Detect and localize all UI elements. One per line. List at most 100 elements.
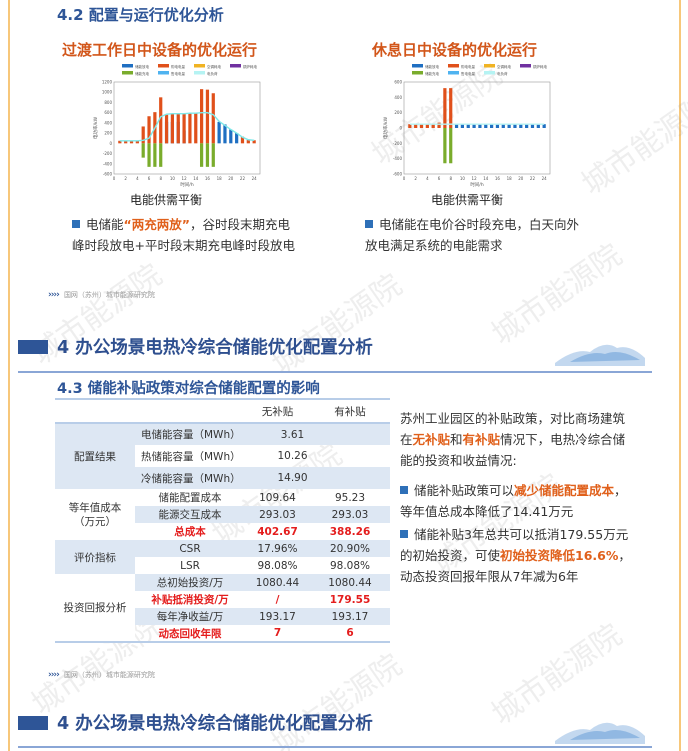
y-tick-label: -200 [103, 151, 113, 156]
row-label: 冷储能容量（MWh） [135, 467, 245, 489]
y-tick-label: 600 [104, 110, 112, 115]
row-value: 10.26 [277, 450, 308, 462]
table-row: 补贴抵消投资/万 / 179.55 [55, 591, 390, 608]
y-tick-label: 200 [104, 131, 112, 136]
legend-label: 储能充电 [135, 71, 149, 76]
bar-购电电量 [159, 97, 163, 144]
footer-text: 国网（苏州）城市能源研究院 [63, 291, 155, 299]
bar-储能放电 [495, 124, 500, 128]
bar-购电电量 [246, 139, 250, 144]
x-tick-label: 22 [240, 176, 246, 181]
cell-no-subsidy: 7 [273, 627, 282, 639]
plot-frame [113, 81, 261, 175]
bullet-text: ，动态投资回报年限从7年减为6年 [400, 548, 631, 584]
x-tick-label: 2 [414, 176, 417, 181]
y-tick-label: -400 [393, 156, 403, 161]
legend-swatch [448, 71, 459, 75]
row-label: 总初始投资/万 [135, 574, 245, 591]
cell-no-subsidy: 1080.44 [245, 574, 310, 591]
cell-with-subsidy: 293.03 [331, 508, 369, 521]
mountain-decoration-icon [555, 344, 645, 366]
legend-swatch [448, 64, 459, 68]
chevrons-icon: ›››› [48, 670, 60, 680]
x-tick-label: 10 [460, 176, 466, 181]
subsidy-bullet-2: 储能补贴3年总共可以抵消179.55万元的初始投资，可使初始投资降低16.6%，… [400, 524, 632, 587]
section-4-title-repeat: 4 办公场景电热冷综合储能优化配置分析 [57, 714, 373, 734]
bar-储能放电 [466, 124, 470, 128]
x-tick-label: 16 [495, 176, 501, 181]
bullet-square-icon [400, 486, 408, 494]
chart-right-caption: 电能供需平衡 [431, 193, 504, 207]
bar-储能充电 [153, 143, 157, 167]
bar-储能充电 [205, 143, 210, 167]
y-tick-label: -600 [393, 172, 403, 177]
bar-购电电量 [182, 113, 186, 144]
bullet-text: 储能补贴3年总共可以抵消179.55万元的初始投资，可使 [400, 527, 629, 563]
cell-with-subsidy: 179.55 [329, 593, 371, 606]
table-row: 动态回收年限 7 6 [55, 625, 390, 642]
legend-swatch [230, 64, 241, 68]
legend-label: 储能充电 [425, 71, 439, 76]
x-tick-label: 22 [530, 176, 536, 181]
row-label: LSR [180, 559, 200, 572]
legend-swatch [484, 64, 495, 68]
header-with-subsidy: 有补贴 [334, 405, 366, 418]
bullet-text: 储能补贴政策可以 [414, 483, 515, 498]
legend-label: 电负荷 [497, 71, 508, 76]
bar-储能充电 [141, 143, 145, 158]
x-tick-label: 18 [507, 176, 513, 181]
bar-储能充电 [159, 143, 163, 167]
table-row: 配置结果 电储能容量（MWh） 3.61 [55, 423, 390, 489]
row-label: 热储能容量（MWh） [141, 450, 241, 463]
bar-储能放电 [229, 129, 233, 144]
x-tick-label: 24 [252, 176, 258, 181]
bar-储能充电 [199, 143, 204, 167]
cell-with-subsidy: 98.08% [329, 559, 371, 572]
header-no-subsidy: 无补贴 [261, 405, 294, 418]
legend-label: 电负荷 [207, 71, 218, 76]
legend-swatch [520, 64, 531, 68]
bar-购电电量 [437, 122, 441, 128]
bar-购电电量 [443, 88, 447, 128]
row-label: CSR [179, 542, 201, 555]
bullet-text: 电储能在电价谷时段充电，白天向外放电满足系统的电能需求 [365, 217, 580, 253]
cell-with-subsidy: 6 [346, 627, 354, 639]
y-tick-label: 400 [394, 95, 402, 100]
bar-购电电量 [164, 114, 169, 144]
row-value: 3.61 [245, 423, 390, 445]
group-config: 配置结果 [55, 423, 135, 489]
cell-with-subsidy: 1080.44 [310, 574, 390, 591]
series-line-load [119, 111, 255, 142]
bar-储能充电 [443, 128, 447, 164]
section-4-3-title: 4.3 储能补贴政策对综合储能配置的影响 [57, 381, 320, 397]
footer: ›››› 国网（苏州）城市能源研究院 [48, 662, 155, 681]
legend-swatch [122, 64, 133, 68]
bar-购电电量 [194, 113, 198, 144]
bar-购电电量 [252, 140, 256, 144]
table-row: 投资回报分析 总初始投资/万 1080.44 1080.44 [55, 574, 390, 642]
legend-label: 购电电量 [461, 64, 475, 69]
bar-储能放电 [513, 124, 517, 128]
bar-购电电量 [124, 140, 128, 144]
page-border-right [679, 0, 681, 751]
bar-储能放电 [501, 124, 505, 128]
bar-储能放电 [542, 124, 546, 128]
row-label: 每年净收益/万 [135, 608, 245, 625]
watermark: 城市能源院 [265, 267, 409, 383]
x-tick-label: 24 [542, 176, 548, 181]
row-label: 电储能容量（MWh） [135, 423, 245, 445]
x-tick-label: 16 [205, 176, 211, 181]
bar-储能充电 [211, 143, 215, 167]
watermark: 城市能源院 [575, 87, 688, 203]
bar-购电电量 [408, 124, 412, 128]
bar-储能放电 [235, 133, 239, 144]
table-top-line [55, 398, 390, 400]
x-tick-label: 14 [483, 176, 489, 181]
x-tick-label: 0 [113, 176, 116, 181]
bullet-highlight: 初始投资降低16.6% [500, 548, 619, 563]
bar-储能充电 [147, 143, 151, 167]
y-tick-label: -600 [103, 172, 113, 177]
plot-frame [403, 81, 551, 175]
intro-text: 苏州工业园区的补贴政策，对比商场建筑在 [400, 411, 626, 447]
